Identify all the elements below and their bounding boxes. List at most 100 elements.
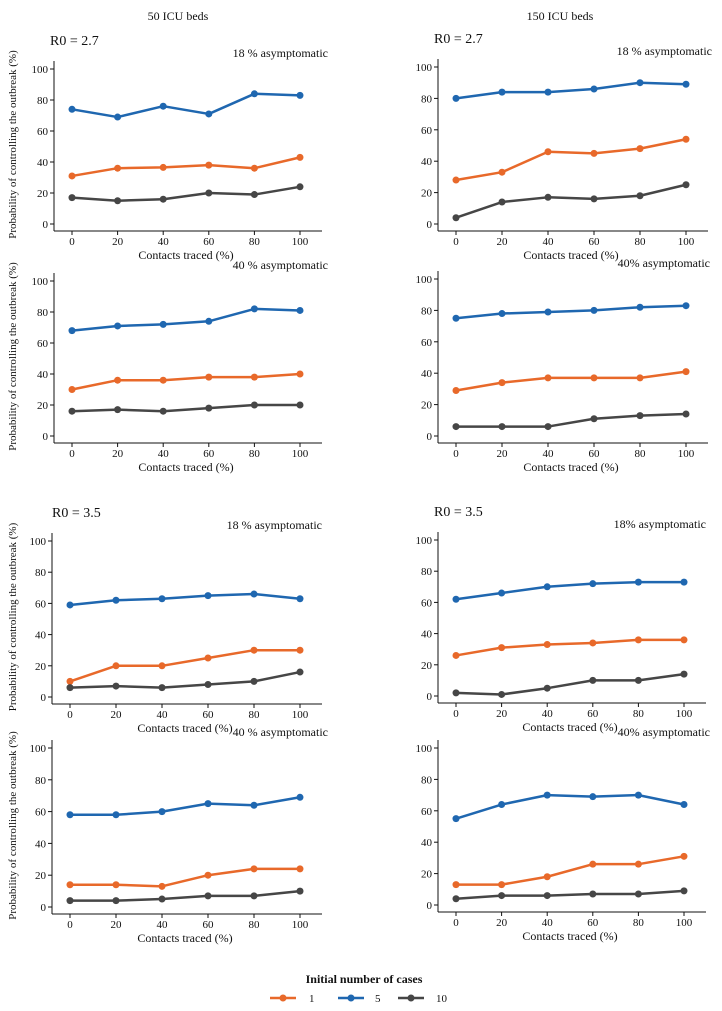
data-point-1 [296, 865, 304, 873]
y-tick-label: 80 [37, 307, 49, 319]
y-tick-label: 0 [43, 219, 49, 231]
data-point-5 [452, 815, 460, 823]
data-point-5 [158, 595, 166, 603]
legend-label-1: 1 [309, 993, 315, 1005]
data-point-10 [205, 189, 213, 197]
r0-label: R0 = 3.5 [52, 506, 101, 521]
data-point-1 [452, 881, 460, 889]
data-point-10 [204, 892, 212, 900]
data-point-1 [66, 677, 74, 685]
y-tick-label: 40 [421, 368, 433, 380]
legend: Initial number of cases 1 5 10 [270, 972, 448, 1005]
series-line-1 [455, 638, 684, 657]
x-tick-label: 60 [203, 236, 215, 248]
data-point-5 [680, 801, 688, 809]
y-tick-label: 80 [421, 93, 433, 105]
x-tick-label: 40 [543, 448, 555, 460]
data-point-1 [636, 374, 644, 382]
data-point-1 [205, 373, 213, 381]
data-point-5 [296, 91, 304, 99]
y-tick-label: 40 [35, 630, 47, 642]
y-tick-label: 80 [35, 567, 47, 579]
series-line-10 [69, 670, 301, 689]
x-tick-label: 60 [589, 448, 601, 460]
data-point-5 [452, 94, 460, 102]
series-line-1 [71, 156, 301, 178]
x-tick-label: 100 [678, 448, 695, 460]
y-tick-label: 0 [427, 431, 433, 443]
legend-marker-5 [347, 994, 355, 1002]
y-tick-label: 0 [43, 431, 49, 443]
data-point-10 [250, 191, 258, 199]
data-point-1 [589, 639, 597, 647]
x-axis-label: Contacts traced (%) [137, 721, 232, 735]
data-point-1 [590, 149, 598, 157]
data-point-10 [589, 676, 597, 684]
panel-subtitle: 40 % asymptomatic [233, 725, 328, 739]
data-point-1 [543, 641, 551, 649]
series-line-5 [455, 580, 684, 601]
x-tick-label: 20 [496, 917, 508, 929]
data-point-5 [543, 583, 551, 591]
panel-subtitle: 18 % asymptomatic [233, 46, 328, 60]
legend-item-10: 10 [398, 993, 448, 1005]
data-point-1 [159, 376, 167, 384]
series-line-10 [456, 412, 687, 428]
x-tick-label: 40 [157, 919, 169, 931]
data-point-5 [112, 811, 120, 819]
series-line-5 [69, 592, 301, 607]
y-tick-label: 40 [421, 629, 433, 641]
x-tick-label: 0 [69, 448, 75, 460]
data-point-10 [159, 407, 167, 415]
y-tick-label: 60 [35, 598, 47, 610]
data-point-10 [250, 401, 258, 409]
data-point-5 [296, 793, 304, 801]
y-tick-label: 100 [32, 64, 49, 76]
series-line-5 [455, 304, 687, 320]
data-point-1 [296, 646, 304, 654]
chart-panel-3: 0 20 40 60 80 100 0 20 40 60 80 100 Contacts traced … [7, 258, 328, 474]
x-tick-label: 40 [542, 917, 554, 929]
data-point-10 [452, 689, 460, 697]
data-point-5 [159, 320, 167, 328]
y-tick-label: 80 [421, 566, 433, 578]
chart-panel-6: 0 20 40 60 80 100 0 20 40 60 80 100 Contacts traced … [416, 505, 706, 734]
data-point-5 [250, 801, 258, 809]
y-tick-label: 60 [37, 126, 49, 138]
data-point-1 [498, 168, 506, 176]
data-point-1 [296, 370, 304, 378]
data-point-1 [66, 881, 74, 889]
series-line-10 [71, 185, 301, 202]
chart-panel-1: 0 20 40 60 80 100 0 20 40 60 80 100 Contacts traced … [7, 34, 328, 262]
panel-subtitle: 18 % asymptomatic [227, 518, 322, 532]
data-point-1 [112, 881, 120, 889]
data-point-10 [296, 887, 304, 895]
data-point-10 [452, 423, 460, 431]
data-point-1 [452, 651, 460, 659]
series-line-10 [455, 889, 685, 900]
legend-item-1: 1 [270, 993, 315, 1005]
data-point-10 [544, 193, 552, 201]
data-point-10 [682, 410, 690, 418]
data-point-5 [66, 811, 74, 819]
x-axis-label: Contacts traced (%) [137, 931, 232, 945]
data-point-10 [634, 890, 642, 898]
data-point-1 [114, 164, 122, 172]
chart-panel-5: 0 20 40 60 80 100 0 20 40 60 80 100 Contacts traced … [7, 506, 322, 735]
data-point-5 [636, 79, 644, 87]
data-point-1 [634, 636, 642, 644]
data-point-10 [452, 214, 460, 222]
data-point-10 [296, 183, 304, 191]
data-point-5 [682, 302, 690, 310]
data-point-5 [250, 305, 258, 313]
y-axis-label: Probability of controlling the outbreak … [7, 522, 19, 711]
x-tick-label: 40 [543, 236, 555, 248]
data-point-1 [680, 852, 688, 860]
x-axis-label: Contacts traced (%) [523, 248, 618, 262]
data-point-1 [680, 636, 688, 644]
y-tick-label: 0 [41, 692, 47, 704]
data-point-10 [250, 677, 258, 685]
x-tick-label: 0 [453, 448, 459, 460]
data-point-1 [204, 871, 212, 879]
series-line-1 [455, 370, 687, 392]
